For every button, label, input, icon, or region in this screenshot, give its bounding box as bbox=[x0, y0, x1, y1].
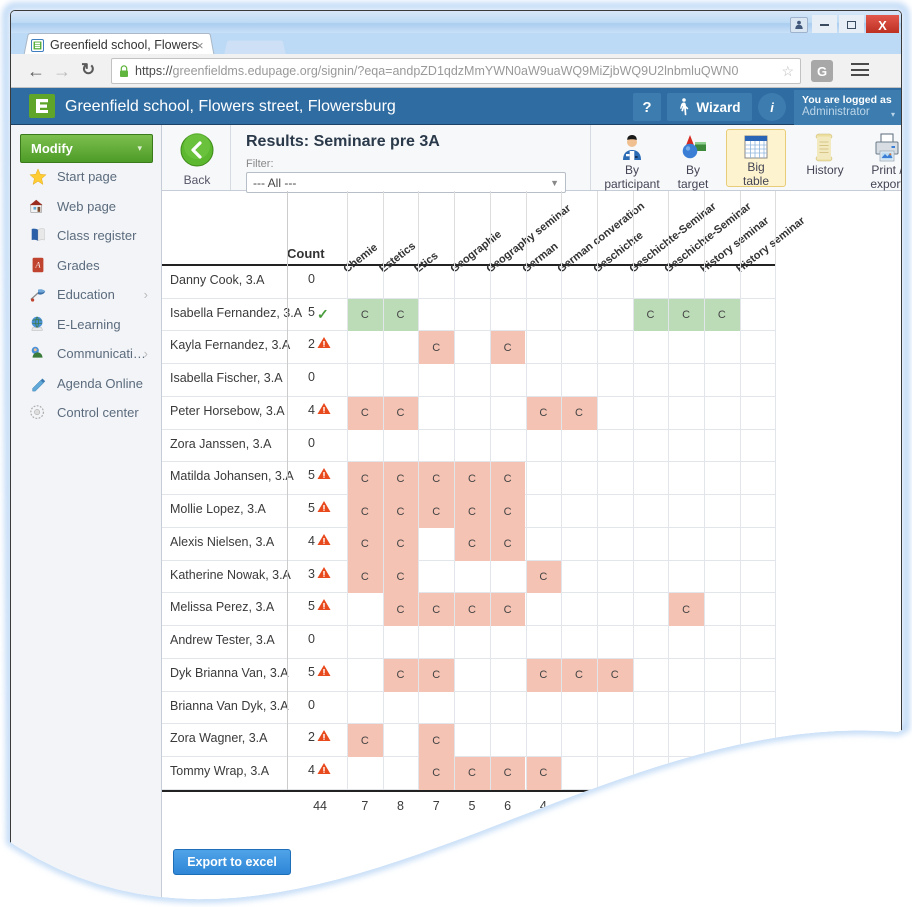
svg-text:A: A bbox=[35, 261, 41, 270]
